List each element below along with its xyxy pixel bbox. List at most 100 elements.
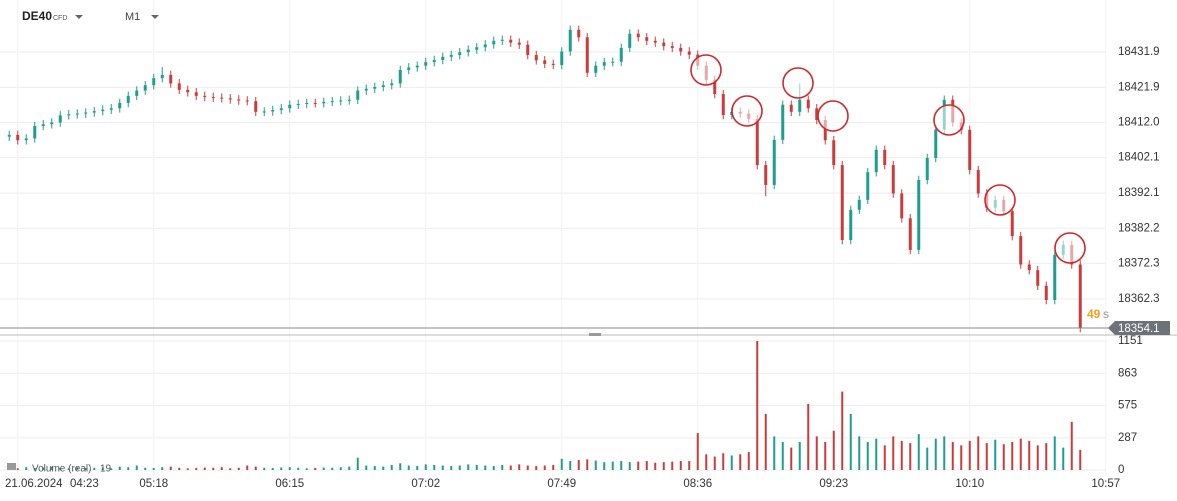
volume-bar [951,441,954,470]
volume-bar [518,464,521,470]
symbol-dropdown[interactable] [75,15,83,19]
volume-bar [144,467,147,470]
volume-bar [577,459,580,470]
candle-body [560,51,564,65]
x-tick-label: 10:57 [1091,478,1120,490]
volume-bar [1053,436,1056,470]
volume-bar [458,465,461,470]
volume-bar [730,455,733,470]
y-tick-label: 18392.1 [1118,187,1160,199]
volume-bar [985,443,988,470]
candle-body [373,86,377,89]
candle-body [492,40,496,45]
volume-bar [662,462,665,470]
candle-body [16,134,20,141]
instrument: CFD [53,15,67,22]
volume-bar [900,440,903,470]
volume-bar [807,403,810,470]
volume-bar [178,467,181,470]
volume-bar [1028,440,1031,470]
candle-body [883,149,887,166]
highlight-circle [731,95,763,127]
volume-bar [773,436,776,470]
highlight-circle [984,184,1016,216]
candle-body [1019,236,1023,265]
candle-body [186,89,190,93]
candle-body [271,110,275,112]
candle-body [551,63,555,65]
candle-body [92,111,96,113]
volume-bar [654,462,657,470]
candle-body [1053,254,1057,300]
pane-handle[interactable] [589,333,601,336]
plot [0,25,1108,470]
candle-body [832,140,836,166]
volume-bar [611,461,614,470]
candle-body [755,118,759,166]
volume-current: 19 [100,464,112,475]
y2-tick-label: 287 [1118,432,1137,444]
volume-bar [407,465,410,470]
volume-bar [297,467,300,470]
candle-body [7,134,11,137]
symbol[interactable]: DE40 [22,9,52,23]
candle-body [50,122,54,125]
volume-bar [526,465,529,470]
candle-body [509,39,513,43]
candle-body [934,129,938,158]
volume-bar [84,467,87,470]
candle-body [424,62,428,66]
volume-bar [67,468,70,470]
candle-body [475,47,479,50]
volume-bar [713,456,716,470]
y-tick-label: 18382.2 [1118,222,1160,234]
volume-bar [50,466,53,470]
candle-body [636,33,640,38]
timeframe-dropdown[interactable] [151,15,159,19]
volume-bar [441,465,444,470]
candle-body [143,85,147,91]
volume-bar [365,465,368,470]
candle-body [925,157,929,180]
volume-bar [127,467,130,470]
volume-bar [33,467,36,470]
volume-bar [229,468,232,470]
volume-bar [373,466,376,470]
candle-body [976,170,980,194]
candle-body [364,88,368,91]
candle-body [585,37,589,73]
volume-bar [960,445,963,470]
volume-bar [280,467,283,470]
volume-bar [288,467,291,470]
volume-bar [1062,447,1065,470]
volume-bar [968,440,971,470]
volume-bar [339,467,342,470]
volume-bar [815,436,818,470]
candle-body [211,96,215,98]
candle-body [594,65,598,73]
candle-body [237,99,241,101]
candle-body [84,112,88,114]
candle-body [390,83,394,86]
candle-body [713,79,717,95]
volume-icon[interactable] [7,463,16,470]
candle-body [177,83,181,90]
candle-body [543,60,547,64]
volume-bar [671,461,674,470]
volume-bar [314,467,317,470]
volume-bar [484,465,487,470]
volume-bar [475,464,478,470]
candle-body [313,102,317,104]
y2-tick-label: 0 [1118,464,1124,476]
current-price-tag [1108,321,1170,336]
candle-body [41,124,45,127]
volume-bar [926,447,929,470]
y-tick-label: 18412.0 [1118,117,1160,129]
volume-bar [501,464,504,470]
timeframe[interactable]: M1 [125,11,140,23]
candle-body [381,85,385,87]
current-price-label: 18354.1 [1118,323,1160,335]
volume-bar [212,467,215,470]
candle-body [1010,211,1014,237]
